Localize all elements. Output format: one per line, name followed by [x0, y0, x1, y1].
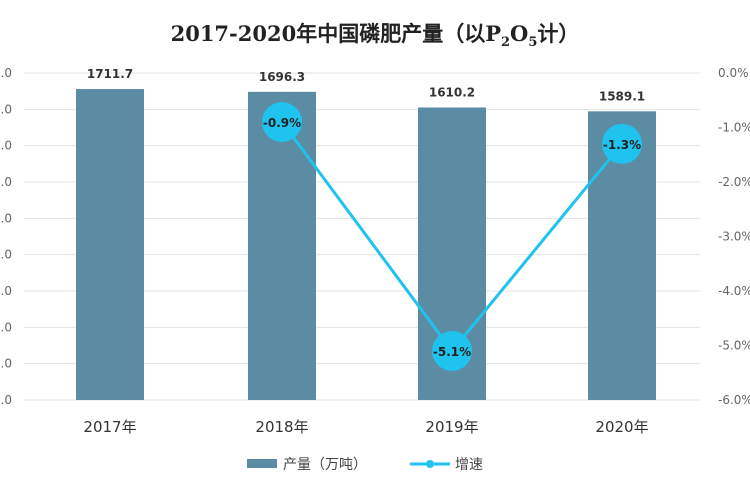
right-tick-label: -4.0%	[718, 284, 750, 298]
legend-line-marker	[426, 460, 434, 468]
growth-data-label: -1.3%	[603, 138, 641, 152]
right-tick-label: -2.0%	[718, 175, 750, 189]
right-tick-label: 0.0%	[718, 66, 749, 80]
x-tick-label: 2019年	[425, 418, 478, 436]
bar-data-label: 1711.7	[87, 67, 133, 81]
right-tick-label: -6.0%	[718, 393, 750, 407]
bar-data-label: 1696.3	[259, 70, 305, 84]
legend-line-label: 增速	[455, 457, 483, 473]
left-tick-label: 1800.0	[0, 66, 12, 80]
left-tick-label: 1600.0	[0, 102, 12, 116]
left-tick-label: 1200.0	[0, 175, 12, 189]
bar-data-label: 1589.1	[599, 89, 645, 103]
left-tick-label: 1400.0	[0, 139, 12, 153]
right-tick-label: -3.0%	[718, 230, 750, 244]
left-tick-label: 800.0	[0, 248, 12, 262]
growth-data-label: -0.9%	[263, 116, 301, 130]
left-tick-label: 1000.0	[0, 211, 12, 225]
legend-bar-label: 产量（万吨）	[283, 457, 367, 473]
bar	[76, 89, 144, 400]
bar	[248, 91, 316, 400]
right-tick-label: -5.0%	[718, 339, 750, 353]
x-tick-label: 2017年	[83, 418, 136, 436]
left-tick-label: 200.0	[0, 357, 12, 371]
left-tick-label: 600.0	[0, 284, 12, 298]
left-tick-label: 0.0	[0, 393, 12, 407]
growth-point	[262, 102, 302, 143]
growth-point	[602, 123, 642, 164]
right-tick-label: -1.0%	[718, 121, 750, 135]
growth-point	[432, 330, 472, 371]
left-tick-label: 400.0	[0, 320, 12, 334]
x-tick-label: 2018年	[255, 418, 308, 436]
growth-data-label: -5.1%	[433, 345, 471, 359]
legend-bar-swatch	[247, 459, 277, 468]
bar-data-label: 1610.2	[429, 85, 475, 99]
chart-title: 2017-2020年中国磷肥产量（以P2O5计）	[170, 21, 580, 51]
x-tick-label: 2020年	[595, 418, 648, 436]
